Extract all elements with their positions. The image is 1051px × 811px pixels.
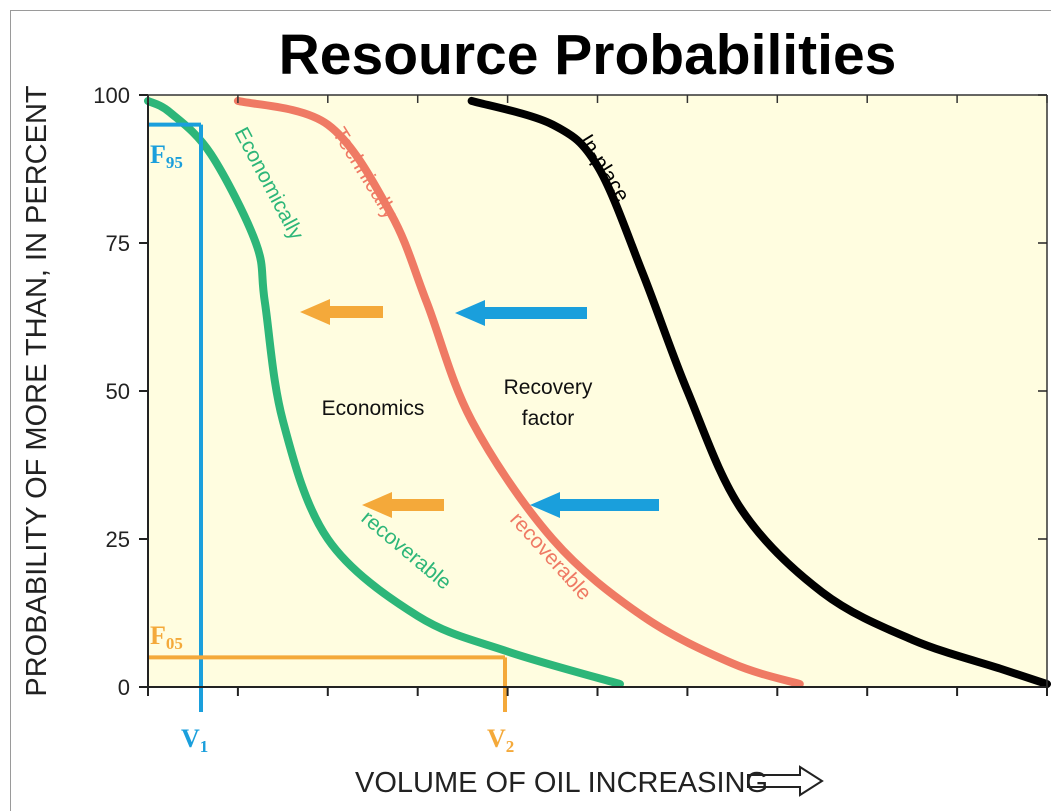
y-tick-label: 50: [106, 379, 130, 404]
technically-recoverable-curve: [233, 96, 804, 689]
economics-arrow-upper: [300, 299, 383, 325]
recovery-arrow-lower: [530, 492, 659, 518]
economics-label: Economics: [322, 397, 425, 420]
increase-arrow-shape: [747, 765, 824, 797]
y-tick-label: 75: [106, 231, 130, 256]
increase-arrow-icon: [747, 765, 824, 797]
chart-title: Resource Probabilities: [278, 23, 897, 87]
in-place-curve: [467, 96, 1051, 689]
economics-arrow-lower: [362, 492, 444, 518]
v2-label: V2: [487, 724, 514, 756]
v1-label: V1: [181, 724, 208, 756]
economically-recoverable-curve: [144, 96, 624, 689]
y-tick-label: 25: [106, 527, 130, 552]
recovery-factor-label: Recovery: [504, 376, 593, 399]
x-axis-title: VOLUME OF OIL INCREASING: [355, 767, 768, 799]
recovery-factor-label: factor: [522, 407, 575, 430]
slide-frame: [10, 10, 1051, 811]
plot-area: [148, 95, 1047, 687]
recovery-arrow-upper: [455, 300, 587, 326]
y-tick-label: 0: [118, 675, 130, 700]
y-tick-label: 100: [93, 83, 130, 108]
y-axis-title: PROBABILITY OF MORE THAN, IN PERCENT: [21, 85, 53, 697]
